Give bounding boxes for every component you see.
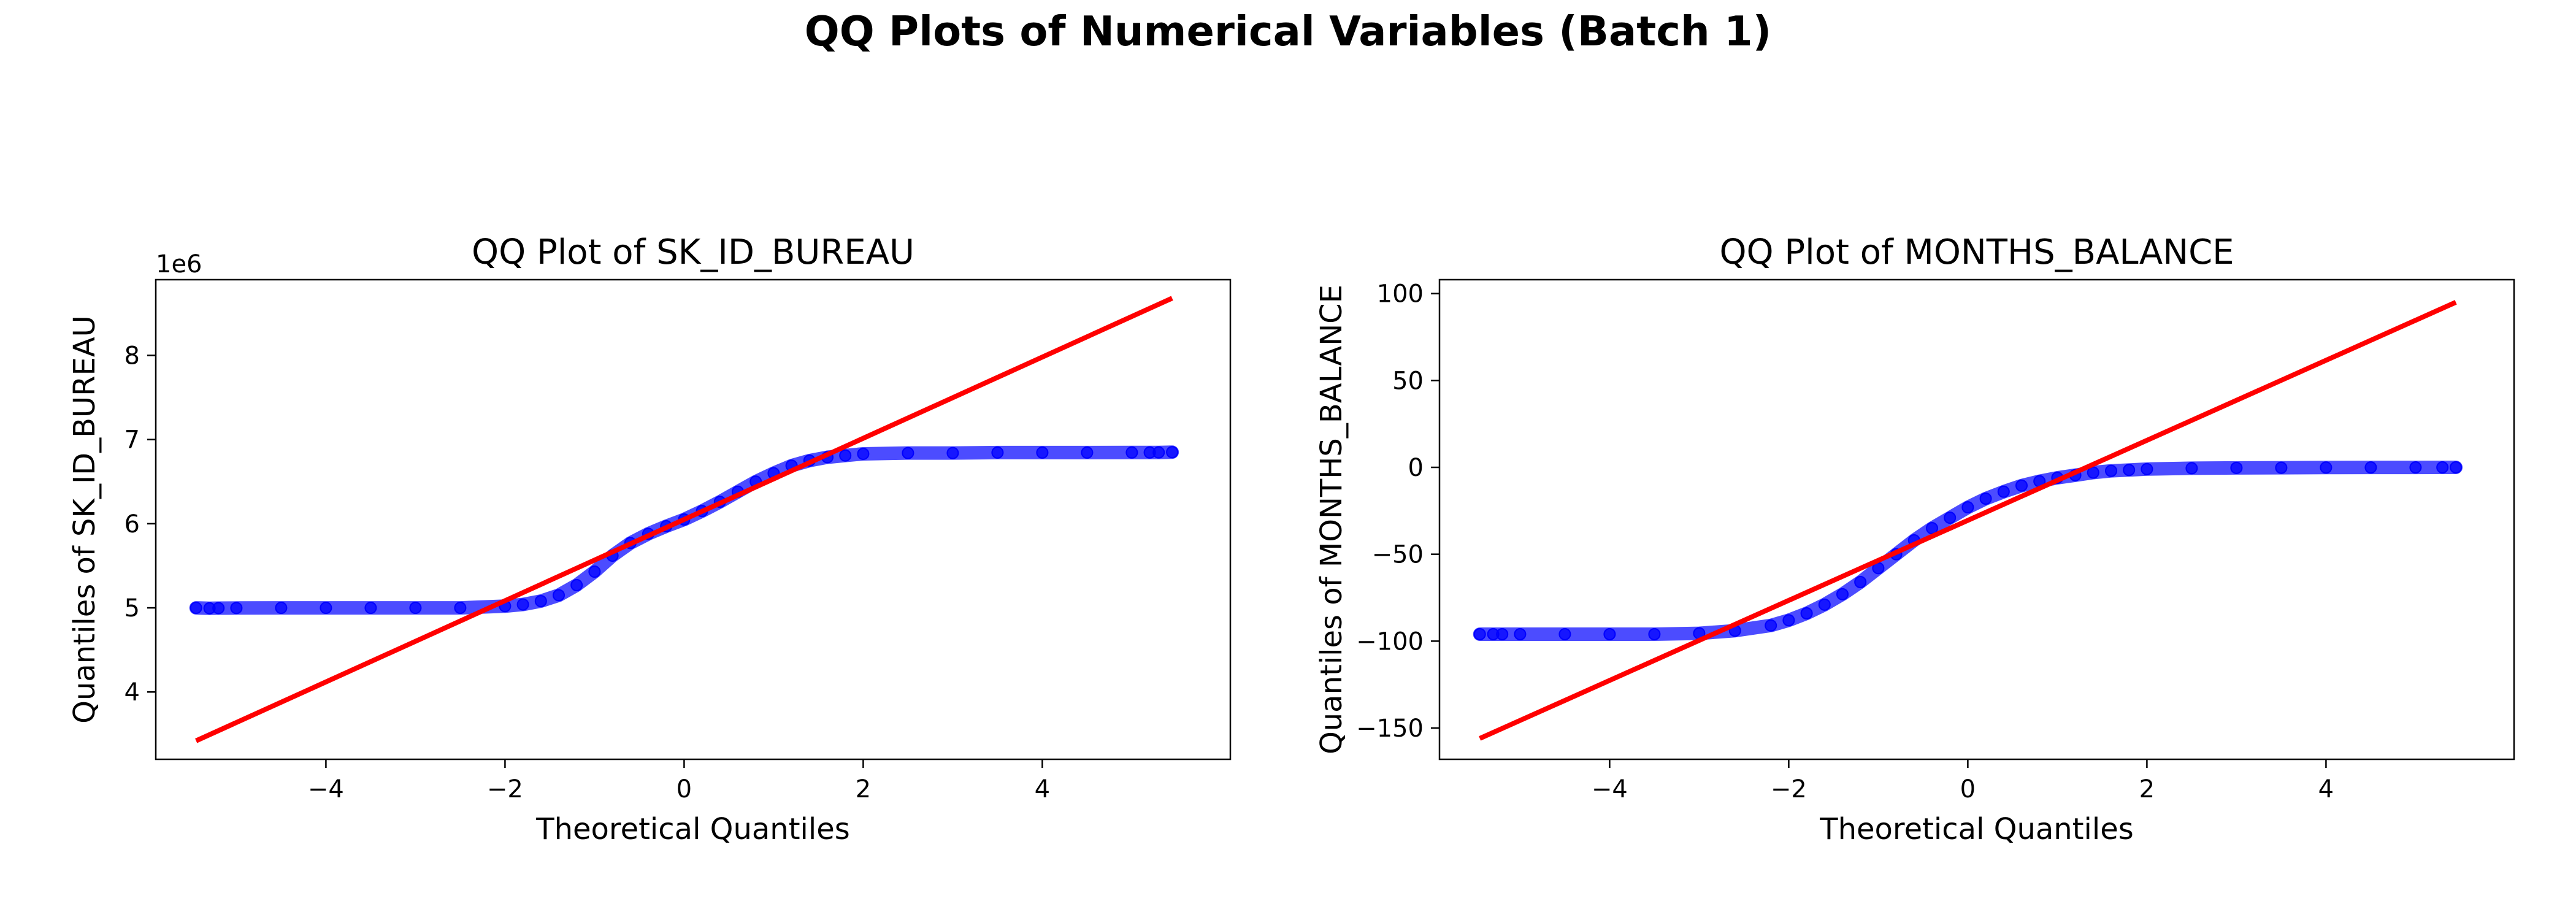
data-point (2105, 464, 2117, 477)
y-tick-label: −50 (1372, 541, 1424, 569)
data-point (588, 565, 601, 578)
data-point (364, 602, 377, 615)
data-point (320, 602, 332, 615)
data-point (2185, 462, 2198, 475)
data-point (275, 602, 288, 615)
data-point (2230, 461, 2243, 474)
data-point (1496, 628, 1509, 640)
y-tick-label: −150 (1356, 715, 1424, 743)
data-point (1036, 446, 1049, 459)
data-point (570, 579, 583, 592)
data-point (553, 589, 565, 602)
data-point (1648, 628, 1661, 640)
data-point (2087, 466, 2099, 479)
data-point (1152, 446, 1165, 459)
data-point (1125, 446, 1138, 459)
data-point (902, 447, 914, 459)
y-axis-label: Quantiles of SK_ID_BUREAU (67, 315, 102, 724)
data-point (1979, 493, 1992, 505)
x-tick-label: 0 (1960, 775, 1976, 803)
axes-frame (1438, 278, 2515, 761)
y-tick-label: 100 (1377, 280, 1424, 309)
data-point (1944, 512, 1957, 524)
data-point (1961, 501, 1974, 514)
data-point (1081, 446, 1094, 459)
x-tick-label: 4 (1035, 775, 1050, 803)
data-point (2436, 461, 2449, 473)
panel-title: QQ Plot of SK_ID_BUREAU (472, 232, 914, 272)
reference-line (1479, 300, 2457, 741)
data-point (2275, 461, 2288, 474)
data-point (1818, 598, 1831, 611)
y-tick-label: 5 (125, 594, 140, 623)
data-point (2364, 461, 2377, 474)
y-tick-label: −100 (1356, 627, 1424, 656)
qq-plot-months-balance: −4 −2 0 2 4 −150 −100 −50 0 50 100 QQ Plot of MONTH… (1314, 232, 2515, 846)
data-point (516, 598, 529, 611)
x-tick-label: 2 (2139, 775, 2155, 803)
x-axis-label: Theoretical Quantiles (1819, 812, 2133, 846)
x-tick-label: 2 (856, 775, 871, 803)
y-tick-label: 0 (1408, 454, 1424, 482)
qq-plot-sk-id-bureau: −4 −2 0 2 4 4 5 6 7 8 QQ Plot of SK_ID_BUREAU Theor… (67, 232, 1232, 846)
data-point (230, 602, 243, 615)
data-point (190, 602, 202, 615)
data-point (2320, 461, 2333, 474)
data-point (2409, 461, 2422, 474)
data-point (1558, 628, 1571, 640)
data-point (2123, 464, 2136, 477)
y-tick-label: 4 (125, 678, 140, 707)
y-offset-text: 1e6 (156, 250, 202, 278)
data-point (946, 447, 959, 459)
data-point (1765, 619, 1777, 632)
x-tick-label: −4 (308, 775, 344, 803)
axes-frame (155, 278, 1232, 761)
data-point (1854, 576, 1867, 588)
data-point (1473, 628, 1486, 640)
data-point (839, 449, 852, 462)
data-point (1514, 628, 1527, 640)
y-tick-label: 7 (125, 426, 140, 454)
data-point (1997, 485, 2010, 498)
y-tick-label: 50 (1392, 367, 1424, 395)
y-axis-label: Quantiles of MONTHS_BALANCE (1314, 285, 1349, 754)
data-point (2450, 461, 2463, 473)
data-point (1603, 628, 1616, 640)
data-point (991, 446, 1004, 459)
points-band (1473, 461, 2463, 641)
reference-line (195, 296, 1173, 743)
figure-suptitle: QQ Plots of Numerical Variables (Batch 1… (804, 7, 1772, 55)
data-point (2015, 479, 2028, 492)
x-tick-label: 0 (677, 775, 692, 803)
data-point (534, 595, 547, 608)
data-point (1166, 446, 1179, 459)
data-point (454, 602, 467, 615)
data-point (1782, 614, 1795, 627)
x-tick-label: −2 (1771, 775, 1807, 803)
x-tick-label: 4 (2318, 775, 2334, 803)
panel-title: QQ Plot of MONTHS_BALANCE (1719, 232, 2234, 272)
data-point (1800, 607, 1813, 619)
y-tick-label: 6 (125, 510, 140, 539)
data-point (212, 602, 225, 615)
x-tick-label: −4 (1592, 775, 1628, 803)
data-point (409, 602, 422, 615)
x-tick-label: −2 (487, 775, 523, 803)
x-axis-label: Theoretical Quantiles (535, 812, 849, 846)
points-band (189, 445, 1179, 615)
y-tick-label: 8 (125, 342, 140, 370)
data-point (2141, 462, 2153, 475)
data-point (1836, 588, 1849, 600)
data-point (857, 447, 870, 460)
